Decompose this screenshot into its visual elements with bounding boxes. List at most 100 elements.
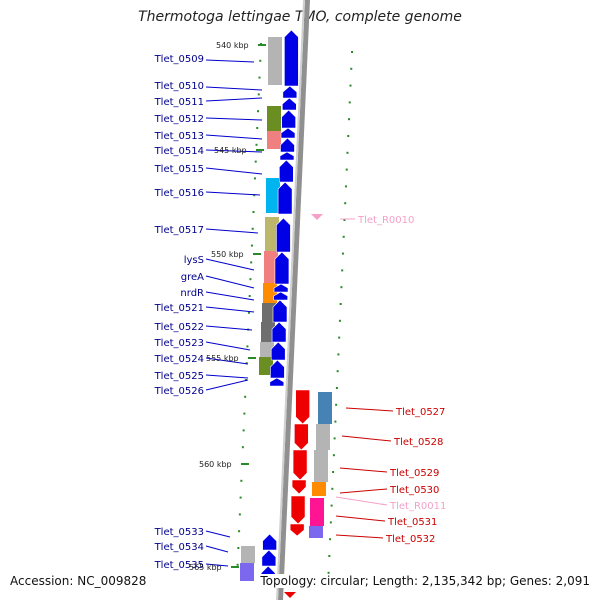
cog-block (265, 217, 279, 251)
forward-gene-arrow (280, 137, 295, 153)
leader-line (205, 134, 263, 140)
forward-gene-arrow (276, 217, 291, 253)
gene-label: Tlet_0517 (154, 225, 204, 236)
gene-label: Tlet_0525 (154, 371, 204, 382)
leader-line (205, 149, 263, 153)
gene-label: Tlet_0527 (395, 407, 445, 418)
leader-line (205, 530, 231, 538)
genome-backbone-highlight (276, 0, 305, 600)
scale-label: 555 kbp (206, 354, 239, 363)
gene-label: nrdR (180, 288, 204, 299)
leader-line (335, 515, 386, 522)
reverse-strand-genes (284, 214, 323, 598)
leader-line (205, 357, 249, 365)
cog-block (262, 303, 276, 322)
forward-gene-arrow (261, 549, 277, 567)
leader-line (205, 374, 249, 379)
cog-block (316, 424, 330, 450)
forward-gene-arrow (274, 251, 290, 285)
gene-label: Tlet_0509 (154, 54, 204, 65)
forward-gene-arrow (282, 97, 297, 111)
gene-label: Tlet_0531 (387, 517, 437, 528)
gene-label: Tlet_0514 (154, 146, 204, 157)
rna-gene-marker (311, 214, 323, 220)
leader-line (205, 228, 259, 234)
forward-gene-arrow (281, 109, 296, 129)
leader-line (205, 59, 255, 63)
gene-label: Tlet_0521 (154, 303, 204, 314)
gene-label: Tlet_0512 (154, 114, 204, 125)
cog-category-blocks (240, 37, 332, 581)
leader-line (205, 379, 249, 391)
scale-label: 565 kbp (189, 563, 222, 572)
reverse-gene-arrow (289, 523, 305, 537)
forward-gene-arrow (284, 29, 299, 87)
cog-block (310, 498, 324, 526)
forward-gene-arrow (279, 159, 294, 183)
map-title: Thermotoga lettingae TMO, complete genom… (138, 9, 462, 25)
reverse-gene-arrow (291, 479, 307, 495)
gene-label: Tlet_0532 (385, 534, 435, 545)
forward-gene-arrow (273, 283, 289, 293)
leader-line (335, 534, 384, 539)
forward-gene-arrow (272, 299, 288, 323)
leader-line (205, 325, 253, 331)
reverse-gene-arrow (290, 495, 306, 525)
forward-gene-arrow (269, 377, 285, 387)
gene-label: Tlet_0511 (154, 97, 204, 108)
leader-line (205, 86, 263, 91)
leader-line (205, 545, 229, 553)
cog-block (240, 563, 254, 581)
cog-block (261, 322, 275, 342)
cog-block (268, 37, 282, 85)
cog-block (314, 450, 328, 482)
scale-labels: 540 kbp 545 kbp 550 kbp 555 kbp 560 kbp 565 k… (189, 41, 266, 572)
gene-label: greA (181, 272, 204, 283)
cog-block (312, 482, 326, 496)
reverse-gene-arrow (292, 449, 308, 481)
cog-block (260, 342, 274, 357)
gene-label: Tlet_0516 (154, 188, 204, 199)
gene-label: Tlet_0530 (389, 485, 439, 496)
cog-block (267, 131, 281, 149)
forward-strand-genes (260, 29, 299, 583)
scale-label: 550 kbp (211, 250, 244, 259)
leader-line (335, 496, 388, 506)
leader-line (205, 97, 263, 102)
leader-line (205, 306, 255, 313)
gene-label: Tlet_0528 (393, 437, 443, 448)
leader-line (205, 563, 229, 567)
cog-block (241, 546, 255, 563)
forward-gene-arrow (280, 127, 296, 139)
reverse-gene-arrow (295, 389, 310, 425)
forward-gene-arrow (282, 85, 298, 99)
gene-label: Tlet_R0010 (357, 215, 414, 226)
gene-label: Tlet_0533 (154, 527, 204, 538)
leader-line (205, 117, 263, 121)
forward-gene-arrow (262, 533, 277, 551)
leader-line (345, 407, 394, 412)
label-leader-lines (205, 59, 394, 567)
forward-gene-arrow (271, 321, 287, 343)
cog-block (267, 106, 281, 131)
gene-label: Tlet_0510 (154, 81, 204, 92)
leader-line (205, 275, 255, 289)
leader-line (205, 167, 263, 175)
cog-block (318, 392, 332, 424)
gene-label: Tlet_0526 (154, 386, 204, 397)
forward-gene-arrow (279, 151, 295, 161)
cog-block (309, 526, 323, 538)
gene-label: lysS (184, 255, 204, 266)
forward-gene-arrow (273, 291, 288, 301)
cog-block (266, 178, 280, 213)
genome-summary-text: Topology: circular; Length: 2,135,342 bp… (258, 574, 592, 588)
leader-line (205, 191, 261, 196)
scale-label: 545 kbp (214, 146, 247, 155)
gene-label: Tlet_R0011 (389, 501, 446, 512)
cog-block (264, 251, 278, 283)
gene-labels: Tlet_0509 Tlet_0510 Tlet_0511 Tlet_0512 Tlet… (154, 54, 447, 571)
gene-label: Tlet_0522 (154, 322, 204, 333)
reverse-gene-marker (284, 592, 296, 598)
accession-text: Accession: NC_009828 (8, 574, 149, 588)
